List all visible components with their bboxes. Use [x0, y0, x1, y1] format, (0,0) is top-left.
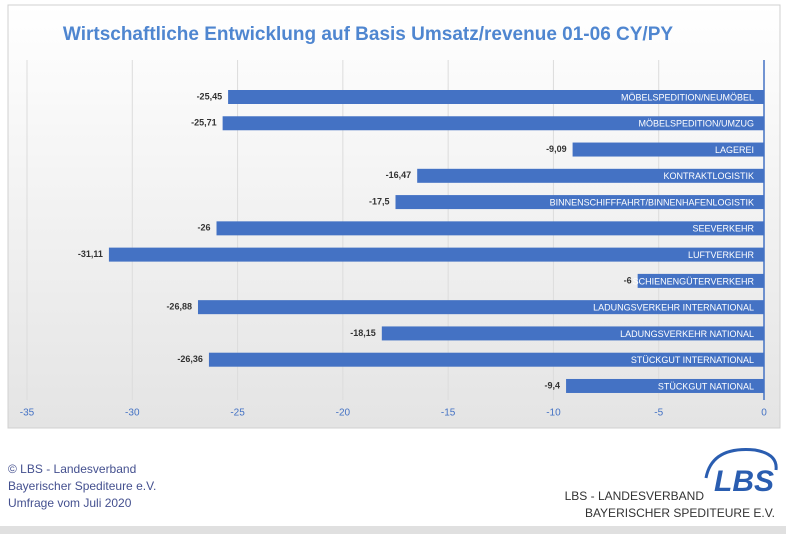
logo-mark: LBS	[714, 465, 774, 498]
footer-line: Bayerischer Spediteure e.V.	[8, 479, 156, 493]
bar	[216, 221, 764, 236]
value-label: -25,45	[197, 91, 223, 101]
x-tick-label: -35	[20, 408, 35, 419]
bar-category-label: MÖBELSPEDITION/UMZUG	[638, 119, 754, 129]
x-tick-label: -5	[654, 408, 663, 419]
bar-category-label: BINNENSCHIFFFAHRT/BINNENHAFENLOGISTIK	[550, 197, 754, 207]
value-label: -9,09	[546, 144, 567, 154]
value-label: -26,36	[177, 354, 203, 364]
bar	[208, 352, 764, 367]
bar	[417, 168, 764, 183]
value-label: -18,15	[350, 328, 376, 338]
bar-category-label: LADUNGSVERKEHR NATIONAL	[620, 329, 754, 339]
value-label: -26,88	[166, 302, 192, 312]
x-tick-label: -15	[441, 408, 456, 419]
bar	[395, 195, 764, 210]
footer-line: © LBS - Landesverband	[8, 462, 136, 476]
bar-category-label: LAGEREI	[715, 145, 754, 155]
bar	[228, 90, 765, 104]
value-label: -26	[197, 223, 210, 233]
bar-category-label: SCHIENENGÜTERVERKEHR	[633, 276, 755, 286]
footer-line: Umfrage vom Juli 2020	[8, 496, 132, 510]
plot: -35 -30 -25 -20 -15 -10 -5 0 MÖBELSPEDITION/NEUM…	[20, 60, 767, 419]
x-tick-label: -25	[230, 408, 245, 419]
bar	[637, 273, 764, 288]
chart-title: Wirtschaftliche Entwicklung auf Basis Um…	[63, 24, 673, 45]
bar-category-label: SEEVERKEHR	[692, 224, 754, 234]
bar	[572, 142, 764, 157]
bar	[566, 378, 764, 393]
bar-category-label: MÖBELSPEDITION/NEUMÖBEL	[621, 92, 754, 102]
bottom-band	[0, 526, 786, 534]
bar	[222, 116, 764, 131]
bar-category-label: LUFTVERKEHR	[688, 250, 755, 260]
logo-arc	[704, 448, 778, 479]
bar-category-label: LADUNGSVERKEHR INTERNATIONAL	[593, 303, 754, 313]
x-tick-label: -10	[546, 408, 561, 419]
x-tick-label: 0	[761, 408, 767, 419]
logo-line: LBS - LANDESVERBAND	[565, 489, 705, 503]
bar	[197, 300, 764, 315]
value-label: -9,4	[545, 380, 561, 390]
bar	[381, 326, 764, 341]
x-tick-label: -20	[336, 408, 351, 419]
value-label: -6	[624, 275, 632, 285]
bar	[108, 247, 764, 262]
value-label: -16,47	[386, 170, 412, 180]
bar-category-label: KONTRAKTLOGISTIK	[663, 171, 754, 181]
value-label: -17,5	[369, 196, 390, 206]
bar-category-label: STÜCKGUT NATIONAL	[658, 381, 754, 391]
x-tick-label: -30	[125, 408, 140, 419]
logo-line: BAYERISCHER SPEDITEURE E.V.	[585, 506, 775, 520]
value-label: -31,11	[78, 249, 103, 259]
bar-category-label: STÜCKGUT INTERNATIONAL	[631, 355, 754, 365]
value-label: -25,71	[191, 118, 217, 128]
